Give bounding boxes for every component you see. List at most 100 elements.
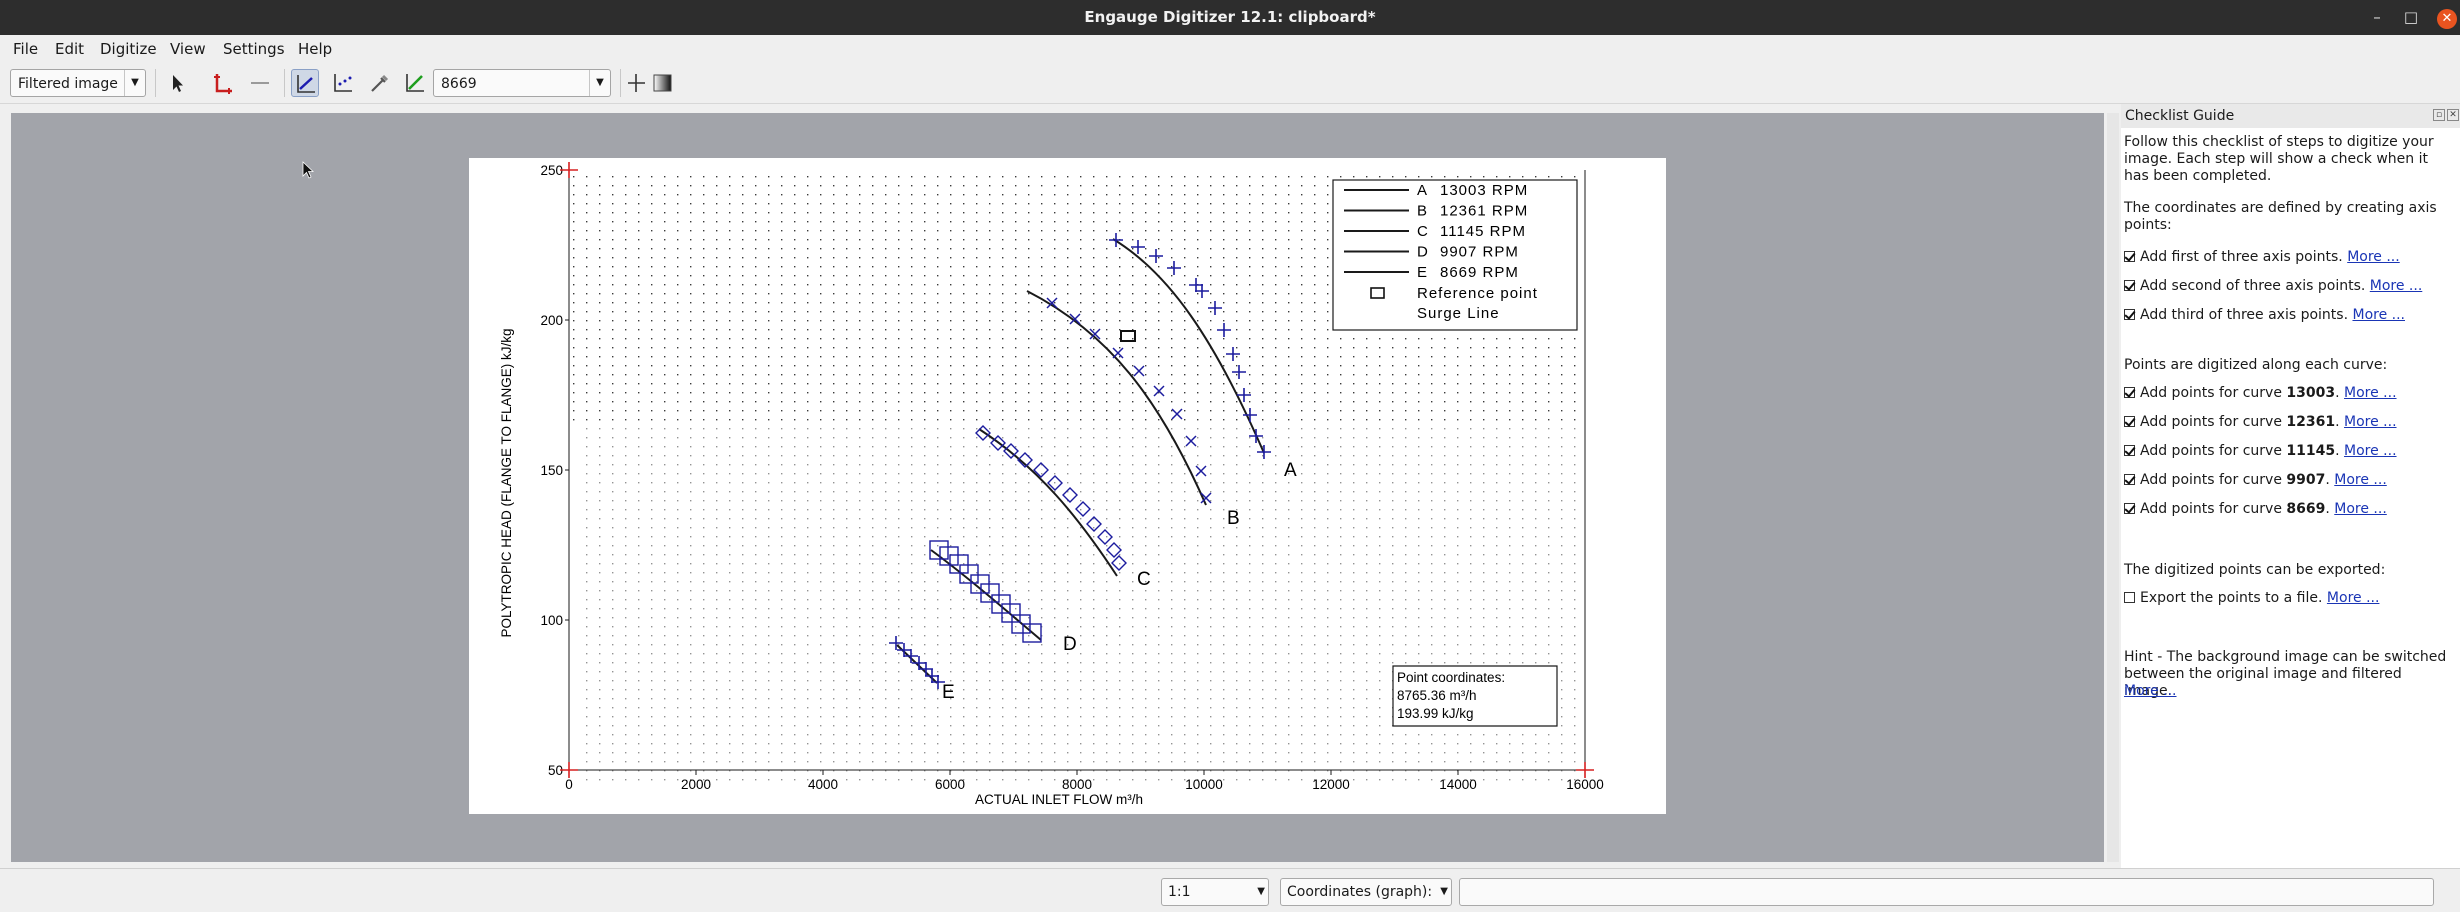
more-link[interactable]: More ... [2347, 249, 2400, 265]
curve-select-value: 8669 [441, 76, 477, 92]
export-intro: The digitized points can be exported: [2124, 562, 2386, 578]
digitized-points-12361 [1046, 297, 1212, 504]
x-tick-label: 16000 [1566, 777, 1604, 792]
curve-point-marker [1195, 284, 1209, 298]
more-link[interactable]: More ... [2334, 501, 2387, 517]
menu-help[interactable]: Help [298, 40, 333, 58]
digitized-points-8669 [889, 636, 945, 689]
color-picker-tool-button[interactable] [365, 69, 393, 97]
curve-label-a: A [1284, 460, 1297, 481]
more-link[interactable]: More ... [2352, 307, 2405, 323]
point-match-tool-button[interactable] [329, 69, 357, 97]
more-link[interactable]: More ... [2369, 278, 2423, 294]
maximize-button[interactable]: □ [2403, 8, 2419, 26]
graph-image: 250 200 150 100 50 0 2000 4000 6000 8000 10000 120… [499, 162, 1604, 807]
curve-point-marker [1243, 408, 1257, 422]
checklist-body: Follow this checklist of steps to digiti… [2121, 128, 2460, 868]
minimize-button[interactable]: – [2373, 8, 2381, 26]
curve-step-13003: Add points for curve 13003. More ... [2124, 383, 2397, 403]
curve-point-marker [1189, 278, 1203, 292]
axis-point-tool-button[interactable] [209, 69, 237, 97]
hint-more-row: More ... [2124, 683, 2454, 700]
scale-bar-tool-button[interactable] [246, 69, 274, 97]
checkbox-icon [2124, 592, 2135, 603]
coord-box-y: 193.99 kJ/kg [1397, 706, 1474, 721]
y-tick-label: 100 [540, 613, 563, 628]
axis-step-1: Add first of three axis points. More ... [2124, 247, 2400, 267]
toolbar-separator [620, 69, 621, 97]
axis-step-3: Add third of three axis points. More ... [2124, 305, 2405, 325]
select-tool-button[interactable] [163, 69, 191, 97]
hint-more-link[interactable]: More ... [2124, 683, 2177, 699]
x-tick-label: 6000 [935, 777, 965, 792]
curve-point-marker [1069, 313, 1081, 325]
y-tick-label: 50 [548, 763, 563, 778]
curve-point-marker [1086, 516, 1102, 532]
background-mode-select[interactable]: Filtered image ▼ [10, 69, 146, 97]
coords-mode-select[interactable]: Coordinates (graph): ▼ [1280, 878, 1452, 906]
view-guidelines-button[interactable] [622, 69, 650, 97]
zoom-select[interactable]: 1:1 ▼ [1161, 878, 1269, 906]
drawing-canvas[interactable]: 250 200 150 100 50 0 2000 4000 6000 8000 10000 120… [11, 113, 2104, 862]
curve-point-marker [897, 643, 911, 657]
legend-label: 11145 RPM [1440, 223, 1526, 240]
segment-fill-tool-button[interactable] [401, 69, 429, 97]
curve-point-marker [1033, 462, 1049, 478]
background-contrast-icon [653, 74, 672, 92]
curve-point-marker [904, 649, 918, 663]
menu-settings[interactable]: Settings [223, 40, 285, 58]
float-panel-icon[interactable]: ▫ [2433, 109, 2445, 121]
checkbox-icon [2124, 445, 2135, 456]
pasted-image[interactable]: 250 200 150 100 50 0 2000 4000 6000 8000 10000 120… [469, 158, 1666, 814]
checkbox-icon [2124, 387, 2135, 398]
menu-view[interactable]: View [170, 40, 206, 58]
close-button[interactable]: ✕ [2430, 0, 2460, 35]
curve-label-c: C [1137, 569, 1151, 590]
segment-fill-icon [406, 74, 424, 92]
curve-point-marker [931, 675, 945, 689]
color-picker-icon [371, 74, 389, 92]
curve-point-marker [1075, 501, 1091, 517]
curve-point-marker [939, 546, 959, 566]
dock-splitter[interactable] [2107, 113, 2119, 862]
menu-edit[interactable]: Edit [55, 40, 85, 58]
menu-digitize[interactable]: Digitize [100, 40, 157, 58]
more-link[interactable]: More ... [2344, 385, 2397, 401]
curve-point-tool-button[interactable] [291, 69, 319, 97]
legend-letter: C [1417, 223, 1428, 240]
close-panel-icon[interactable]: ✕ [2447, 109, 2459, 121]
legend-label: 13003 RPM [1440, 182, 1528, 199]
more-link[interactable]: More ... [2326, 590, 2380, 606]
curve-point-marker [1185, 435, 1197, 447]
view-guidelines-icon [628, 74, 645, 92]
curve-point-marker [925, 669, 939, 683]
axis-step-2: Add second of three axis points. More ..… [2124, 276, 2422, 296]
curve-point-marker [959, 564, 979, 584]
close-icon: ✕ [2437, 9, 2457, 29]
curve-point-marker [1249, 429, 1263, 443]
curve-point-marker [1003, 443, 1019, 459]
checkbox-icon [2124, 416, 2135, 427]
more-link[interactable]: More ... [2344, 443, 2397, 459]
legend-label: 9907 RPM [1440, 244, 1519, 261]
curve-point-marker [1257, 445, 1271, 459]
axis-point-icon [214, 74, 232, 94]
axis-point-2 [560, 762, 578, 778]
more-link[interactable]: More ... [2334, 472, 2387, 488]
curve-step-8669: Add points for curve 8669. More ... [2124, 499, 2387, 519]
curve-point-marker [975, 425, 991, 441]
menu-file[interactable]: File [13, 40, 39, 58]
x-tick-label: 12000 [1312, 777, 1350, 792]
coords-value-field[interactable] [1459, 878, 2434, 906]
background-contrast-button[interactable] [649, 69, 677, 97]
legend: A 13003 RPM B 12361 RPM C 11145 RPM D 9907 RPM E… [1332, 179, 1578, 331]
checklist-guide-panel: Checklist Guide ▫ ✕ Follow this checklis… [2121, 104, 2460, 868]
curve-point-marker [1133, 365, 1145, 377]
more-link[interactable]: More ... [2344, 414, 2397, 430]
reference-point-icon [1370, 287, 1385, 299]
curve-point-marker [1237, 388, 1251, 402]
curve-point-marker [929, 540, 949, 560]
chevron-down-icon: ▼ [589, 70, 610, 96]
curve-select[interactable]: 8669 ▼ [433, 69, 611, 97]
axes-intro: The coordinates are defined by creating … [2124, 200, 2437, 233]
